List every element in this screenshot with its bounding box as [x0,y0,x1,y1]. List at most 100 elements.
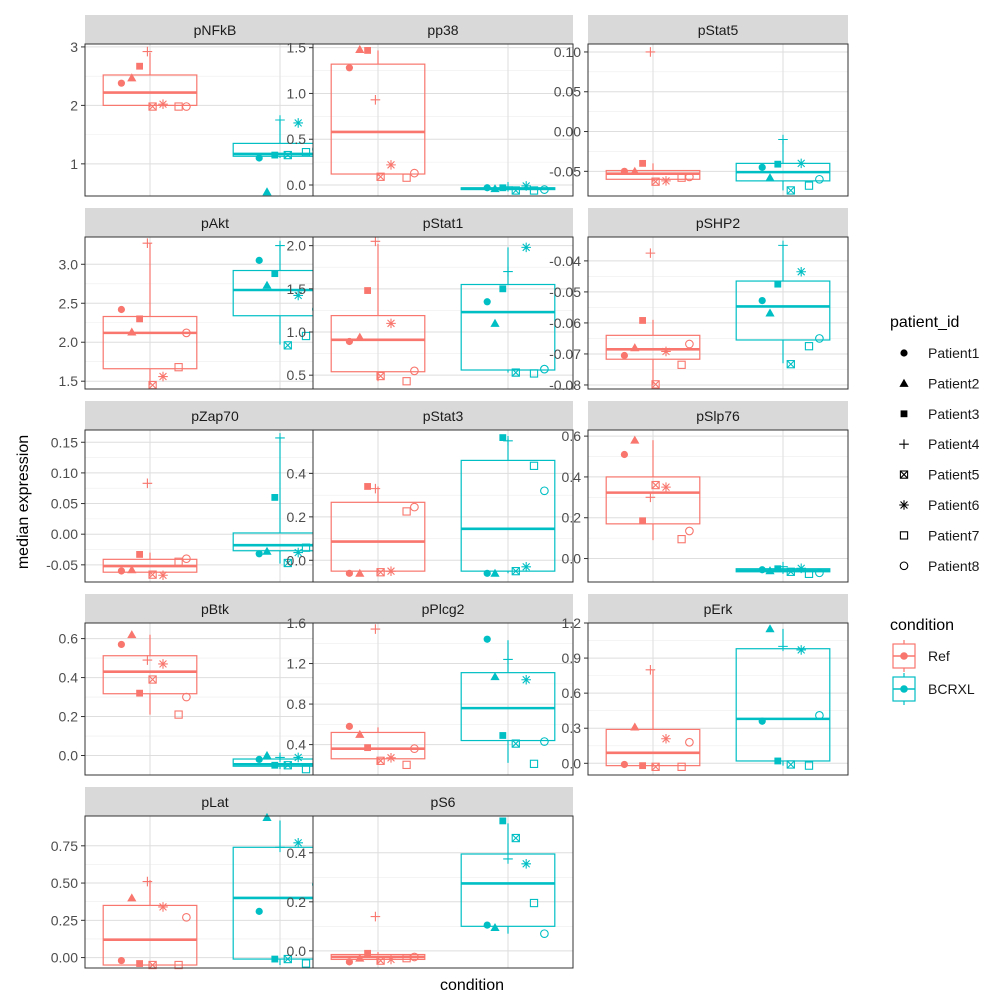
y-tick-label: 2.5 [59,295,79,311]
bcrxl-point-patient4 [778,134,788,145]
bcrxl-point-patient7 [529,898,539,908]
bcrxl-point-patient5-cross [511,368,520,377]
bcrxl-point-patient5 [786,760,795,769]
ref-iqr-box [605,334,701,360]
bcrxl-box [460,434,556,577]
ref-point-patient6 [386,954,396,965]
bcrxl-point-patient5-cross [283,341,292,350]
panel-pStat1: pStat1 0.5 1.0 1.5 2.0 [287,208,574,390]
y-tick-label: 2 [70,97,78,113]
bcrxl-point-patient7 [529,461,539,470]
legend-key-square-filled-mark [900,410,908,418]
ref-point-patient8 [685,737,694,747]
bcrxl-point-patient6 [521,859,531,869]
bcrxl-point-patient3 [271,151,279,159]
bcrxl-point-patient3-mark [499,285,507,293]
legend-patient-item: Patient4 [899,436,980,452]
ref-point-patient3 [639,317,646,324]
y-tick-label: 0.25 [51,912,78,928]
ref-point-patient2 [355,332,365,341]
ref-point-patient3 [136,315,143,323]
ref-point-patient5-mark [376,756,385,765]
plot-area [313,44,573,196]
legend-key-square-open [899,531,909,540]
facet-strip [588,208,848,237]
bcrxl-point-patient1 [255,154,263,162]
bcrxl-point-patient8 [540,185,549,194]
legend-key-triangle-filled [899,378,909,387]
panel-pPlcg2: pPlcg2 0.4 0.8 1.2 1.6 [287,594,574,776]
panel-border [587,236,849,390]
ref-point-patient2-mark [355,332,365,341]
plot-area [588,237,848,389]
ref-point-patient5 [376,568,385,577]
bcrxl-point-patient7-mark [804,181,814,190]
ref-iqr-box [605,476,701,525]
ref-point-patient4-mark [142,655,153,665]
bcrxl-point-patient5-mark [283,341,292,350]
facet-title: pSlp76 [696,408,740,424]
bcrxl-point-patient2-mark [490,568,500,577]
y-tick-label: 0.4 [287,845,307,861]
y-tick-label: 0.6 [562,685,582,701]
ref-point-patient1 [345,569,353,577]
y-tick-label: 0.4 [287,465,307,481]
facet-strip [85,208,345,237]
y-tick-label: 0.2 [287,894,307,910]
y-tick-label: 1 [70,156,78,172]
panel-pSHP2: pSHP2 -0.08 -0.07 -0.06 -0.05 -0.04 [549,208,849,393]
facet-strip [313,401,573,430]
ref-point-patient1 [117,956,125,965]
ref-point-patient6-mark [661,482,671,492]
y-tick-label: 0.2 [562,510,582,526]
bcrxl-point-patient5 [511,833,520,843]
plot-area [588,430,848,582]
bcrxl-point-patient1-mark [483,635,491,643]
ref-point-patient4-mark [370,911,381,922]
ref-point-patient1-mark [620,351,629,360]
ref-point-patient1 [117,640,125,649]
y-tick-label: 0.05 [51,496,78,512]
bcrxl-point-patient2 [765,173,775,182]
bcrxl-point-patient6-mark [521,242,531,253]
ref-point-patient6-mark [158,659,168,669]
ref-point-patient6 [158,99,168,110]
bcrxl-point-patient6 [796,563,806,574]
bcrxl-point-patient5-cross [786,760,795,769]
bcrxl-point-patient2-mark [262,750,272,759]
ref-point-patient8-mark [410,744,419,754]
bcrxl-point-patient8 [540,364,549,374]
bcrxl-point-patient4 [275,115,285,125]
legend-key-plus [899,439,909,449]
bcrxl-point-patient5 [283,150,292,160]
legend-patient-item: Patient1 [900,345,980,361]
ref-point-patient1 [345,958,353,966]
bcrxl-point-patient5-cross [283,761,292,770]
bcrxl-point-patient1 [255,755,263,764]
plot-area [313,623,573,775]
ref-point-patient8 [182,102,191,111]
ref-point-patient8-mark [685,737,694,747]
bcrxl-box [460,181,556,195]
bcrxl-point-patient3-mark [774,757,782,765]
y-tick-label: -0.08 [549,377,581,393]
ref-point-patient6 [158,902,168,912]
panel-pS6: pS6 0.0 0.2 0.4 [287,787,574,969]
legend-patient-item: Patient5 [899,467,980,483]
ref-point-patient5-cross [651,762,660,771]
ref-point-patient8-mark [182,912,191,922]
ref-point-patient5-cross [651,481,660,490]
bcrxl-point-patient5-cross [283,955,292,964]
ref-point-patient4 [142,478,153,489]
ref-point-patient8 [410,502,419,512]
ref-point-patient8 [182,328,191,338]
ref-point-patient5 [148,960,157,970]
ref-point-patient6-mark [386,752,396,763]
ref-point-patient7-mark [677,535,686,544]
bcrxl-point-patient1-mark [758,296,766,305]
y-tick-label: 1.5 [287,281,307,297]
y-tick-label: -0.06 [549,315,581,331]
bcrxl-point-patient5-mark [283,761,292,770]
ref-point-patient7-mark [174,960,183,970]
bcrxl-point-patient4 [503,266,513,277]
